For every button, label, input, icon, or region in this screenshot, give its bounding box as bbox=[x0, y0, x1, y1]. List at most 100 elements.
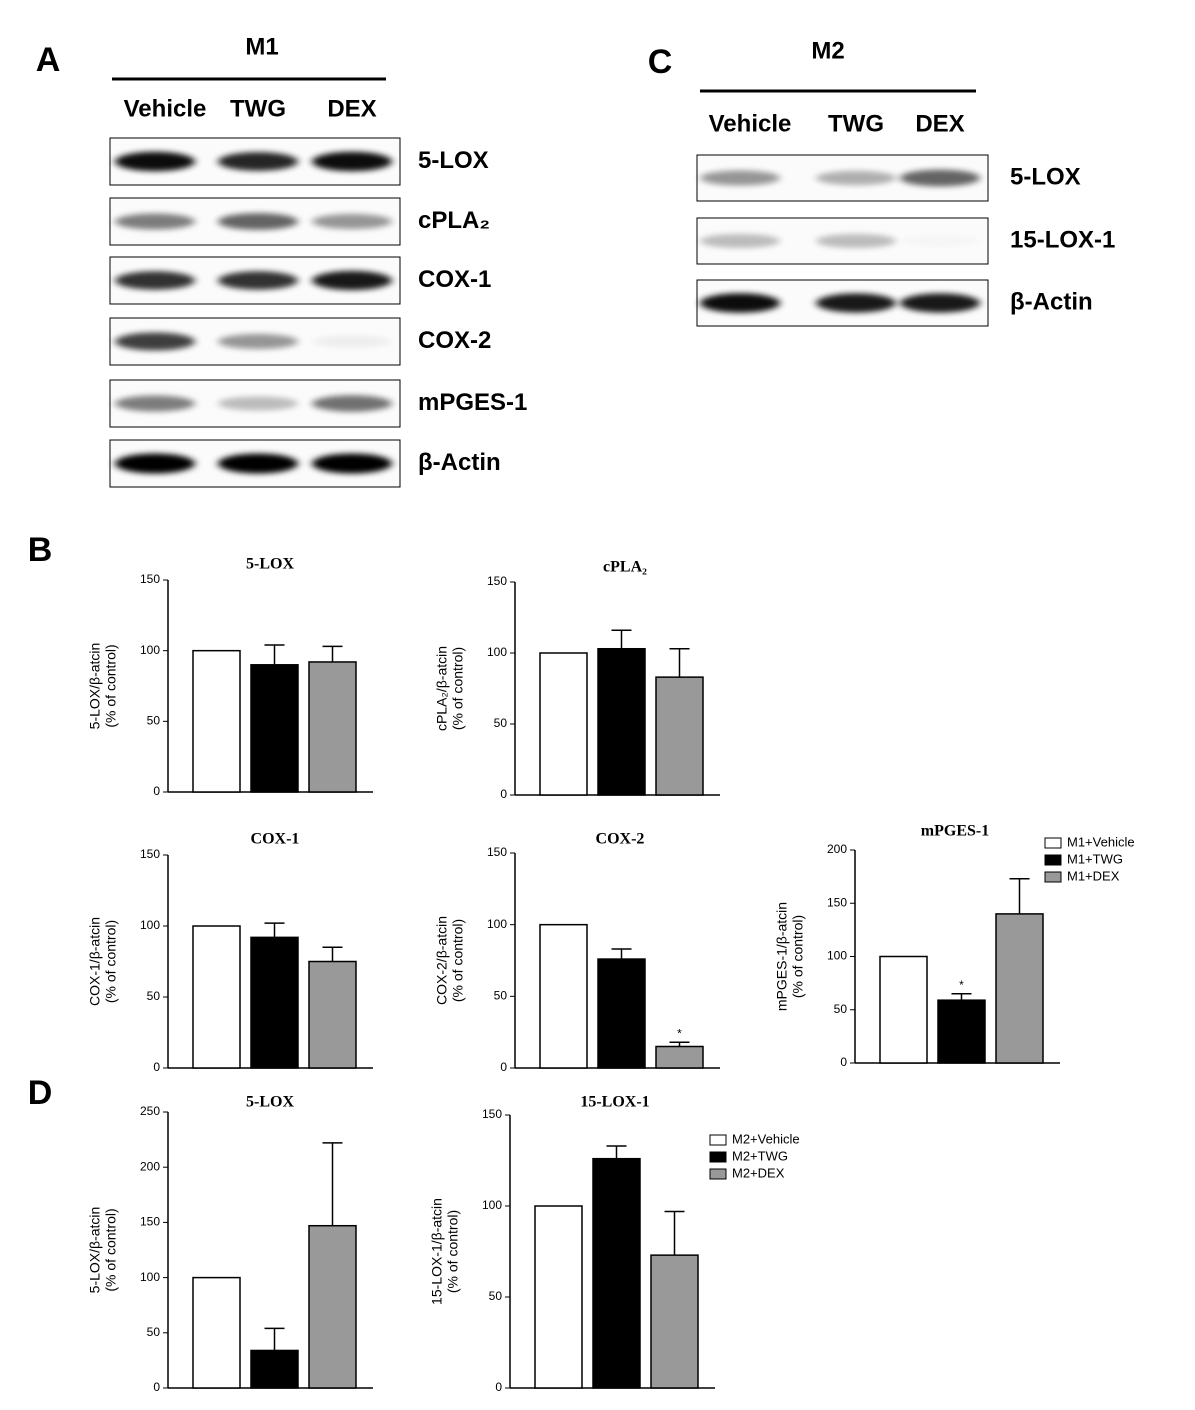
lane-label: DEX bbox=[915, 110, 964, 137]
y-tick-label: 100 bbox=[482, 1198, 502, 1212]
bar bbox=[308, 960, 357, 1069]
y-tick-label: 100 bbox=[140, 643, 160, 657]
y-tick-label: 150 bbox=[140, 572, 160, 586]
y-tick-label: 0 bbox=[500, 787, 507, 801]
band bbox=[115, 332, 195, 351]
bar bbox=[655, 676, 704, 796]
band bbox=[816, 170, 896, 186]
band-label: COX-2 bbox=[418, 327, 491, 354]
y-tick-label: 200 bbox=[140, 1159, 160, 1173]
y-axis-label: (% of control) bbox=[103, 1208, 119, 1291]
blot-title: M2 bbox=[811, 37, 844, 64]
bar bbox=[250, 936, 299, 1069]
y-axis-label: (% of control) bbox=[103, 644, 119, 727]
legend-swatch bbox=[1044, 871, 1062, 883]
band-label: 15-LOX-1 bbox=[1010, 226, 1115, 253]
band bbox=[115, 395, 195, 412]
bar bbox=[192, 1276, 241, 1389]
chart-title: cPLA₂ bbox=[603, 559, 647, 576]
y-tick-label: 150 bbox=[140, 847, 160, 861]
band bbox=[218, 152, 298, 171]
band bbox=[312, 151, 392, 172]
bar bbox=[879, 955, 928, 1064]
lane-label: TWG bbox=[230, 95, 286, 122]
y-axis-label: (% of control) bbox=[450, 647, 466, 730]
bar bbox=[650, 1254, 699, 1389]
band bbox=[115, 453, 195, 474]
y-tick-label: 100 bbox=[827, 949, 847, 963]
y-tick-label: 250 bbox=[140, 1104, 160, 1118]
legend-swatch bbox=[1044, 854, 1062, 866]
bar bbox=[308, 661, 357, 793]
y-tick-label: 150 bbox=[827, 895, 847, 909]
bar-chart: cPLA₂ cPLA₂/β-atcin (% of control) 0 50 100 15… bbox=[434, 559, 720, 801]
band-label: cPLA₂ bbox=[418, 207, 490, 234]
bar bbox=[250, 1349, 299, 1389]
bar bbox=[308, 1224, 357, 1389]
y-tick-label: 0 bbox=[495, 1380, 502, 1394]
legend-label: M2+DEX bbox=[732, 1165, 785, 1180]
y-axis-label: COX-1/β-atcin bbox=[87, 917, 103, 1006]
band bbox=[218, 453, 298, 474]
bar bbox=[250, 664, 299, 793]
bar bbox=[937, 999, 986, 1064]
band-label: β-Actin bbox=[418, 449, 501, 476]
band bbox=[900, 169, 980, 187]
band bbox=[115, 213, 195, 230]
bar bbox=[192, 925, 241, 1069]
panel-label: D bbox=[28, 1074, 53, 1112]
y-tick-label: 0 bbox=[153, 1060, 160, 1074]
y-tick-label: 150 bbox=[140, 1215, 160, 1229]
legend-swatch bbox=[709, 1151, 727, 1163]
y-tick-label: 0 bbox=[500, 1060, 507, 1074]
bar-chart: 5-LOX 5-LOX/β-atcin (% of control) 0 50 100 15… bbox=[87, 556, 373, 798]
legend-swatch bbox=[709, 1134, 727, 1146]
bar bbox=[597, 647, 646, 796]
y-tick-label: 0 bbox=[153, 784, 160, 798]
legend-swatch bbox=[1044, 837, 1062, 849]
chart-title: COX-1 bbox=[251, 831, 300, 848]
y-tick-label: 0 bbox=[153, 1380, 160, 1394]
y-axis-label: COX-2/β-atcin bbox=[434, 916, 450, 1005]
legend-label: M1+DEX bbox=[1067, 868, 1120, 883]
band bbox=[218, 271, 298, 290]
band bbox=[312, 395, 392, 412]
y-axis-label: (% of control) bbox=[445, 1210, 461, 1293]
y-tick-label: 50 bbox=[489, 1289, 503, 1303]
band bbox=[700, 170, 780, 186]
band-label: β-Actin bbox=[1010, 288, 1093, 315]
bar-chart: COX-2 COX-2/β-atcin (% of control) 0 50 100 15… bbox=[434, 831, 720, 1074]
y-tick-label: 50 bbox=[494, 716, 508, 730]
band bbox=[900, 235, 980, 247]
chart-title: mPGES-1 bbox=[921, 823, 989, 840]
band-label: 5-LOX bbox=[1010, 163, 1081, 190]
band-label: COX-1 bbox=[418, 266, 491, 293]
bar bbox=[592, 1157, 641, 1389]
band bbox=[115, 151, 195, 172]
bar bbox=[539, 652, 588, 796]
lane-label: Vehicle bbox=[124, 95, 207, 122]
band-label: mPGES-1 bbox=[418, 389, 527, 416]
significance-mark: * bbox=[677, 1026, 682, 1040]
bar-chart: mPGES-1 mPGES-1/β-atcin (% of control) 0 50 1… bbox=[774, 823, 1135, 1070]
band bbox=[312, 213, 392, 230]
bar-chart: COX-1 COX-1/β-atcin (% of control) 0 50 100 15… bbox=[87, 831, 373, 1074]
significance-mark: * bbox=[959, 978, 964, 992]
bar bbox=[995, 913, 1044, 1064]
legend-label: M1+TWG bbox=[1067, 851, 1123, 866]
bar bbox=[539, 923, 588, 1069]
y-tick-label: 50 bbox=[834, 1002, 848, 1016]
y-axis-label: 5-LOX/β-atcin bbox=[87, 1207, 103, 1294]
band bbox=[218, 396, 298, 411]
bar-chart: 15-LOX-1 15-LOX-1/β-atcin (% of control) 0 5… bbox=[429, 1094, 800, 1395]
band bbox=[700, 293, 780, 313]
legend-label: M1+Vehicle bbox=[1067, 834, 1135, 849]
panel-label: C bbox=[648, 43, 673, 81]
y-tick-label: 100 bbox=[487, 917, 507, 931]
band bbox=[816, 234, 896, 248]
band bbox=[816, 293, 896, 313]
y-tick-label: 100 bbox=[140, 1270, 160, 1284]
lane-label: Vehicle bbox=[709, 110, 792, 137]
bar bbox=[534, 1205, 583, 1389]
y-axis-label: (% of control) bbox=[790, 915, 806, 998]
